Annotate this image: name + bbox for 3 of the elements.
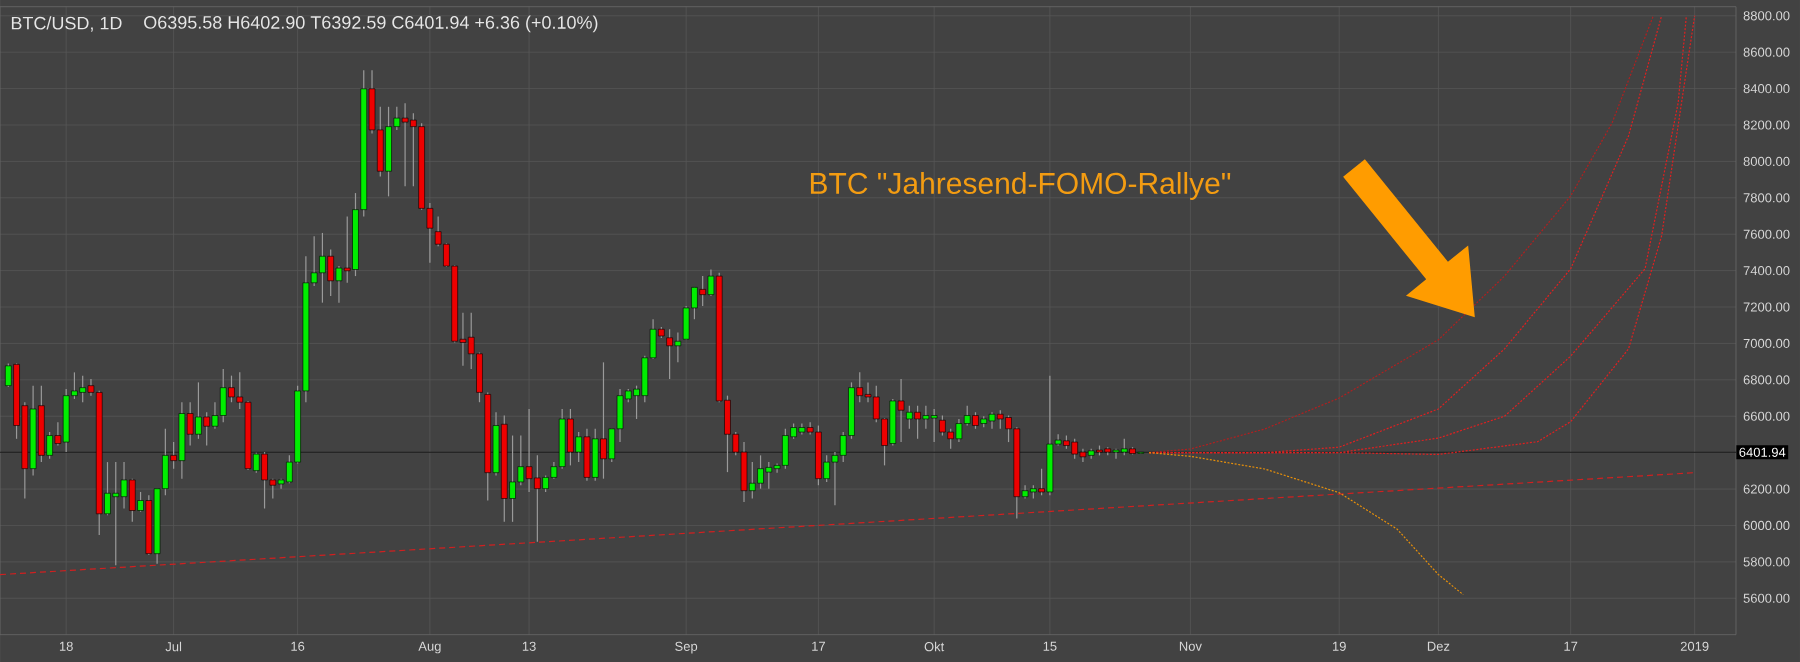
chart-subtitle: O6395.58 H6402.90 T6392.59 C6401.94 +6.36 (+0.10%)	[144, 15, 598, 33]
chart-title: BTC/USD, 1D	[11, 16, 122, 32]
annotation: BTC "Jahresend-FOMO-Rallye"	[810, 172, 1231, 200]
